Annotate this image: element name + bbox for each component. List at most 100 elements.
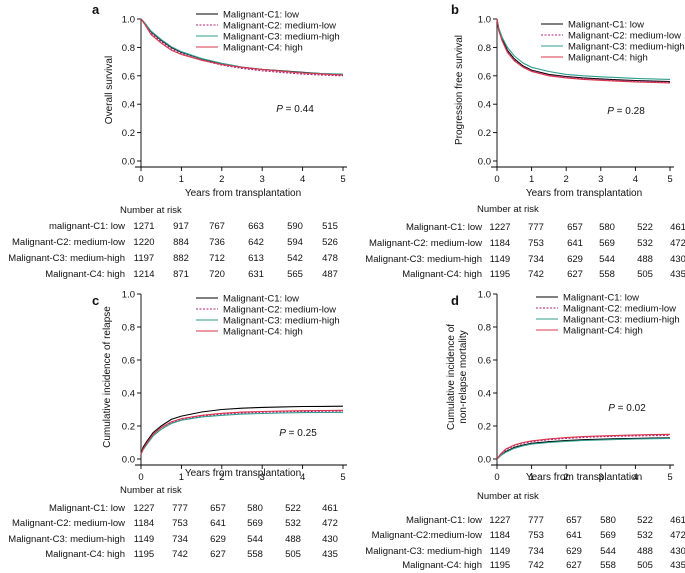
y-axis-title: non-relapse mortality [458, 330, 469, 423]
risk-row-label: Malignant-C4: high [402, 560, 482, 571]
risk-count: 569 [247, 518, 263, 529]
risk-count: 505 [637, 560, 653, 571]
risk-count: 1195 [134, 549, 154, 560]
series-line-3 [140, 411, 344, 455]
risk-table-title: Number at risk [120, 485, 182, 496]
risk-row-label: Malignant-C2: medium-low [12, 237, 125, 248]
risk-count: 532 [285, 518, 301, 529]
risk-count: 1227 [489, 515, 510, 526]
legend-label: Malignant-C4: high [563, 326, 643, 337]
risk-count: 777 [528, 222, 544, 233]
x-tick-label: 0 [138, 472, 143, 483]
risk-count: 734 [528, 254, 544, 265]
x-tick-label: 2 [219, 174, 224, 185]
y-tick-label: 1.0 [478, 15, 491, 26]
risk-row-label: Malignant-C3: medium-high [8, 253, 125, 264]
p-value-number: = 0.44 [283, 104, 314, 115]
y-tick-label: 0.0 [478, 157, 491, 168]
risk-count: 1195 [490, 560, 510, 571]
x-tick-label: 0 [494, 472, 499, 483]
x-tick-label: 1 [179, 472, 184, 483]
risk-count: 565 [287, 269, 303, 280]
risk-count: 742 [528, 560, 544, 571]
legend-label: Malignant-C3: medium-high [568, 42, 685, 53]
p-value: P = 0.44 [276, 104, 314, 115]
risk-count: 1227 [489, 222, 510, 233]
series-line-1 [496, 437, 671, 460]
y-tick-label: 1.0 [122, 290, 135, 301]
series-line-1 [140, 405, 344, 455]
panel-letter: b [451, 2, 459, 17]
risk-count: 753 [528, 530, 544, 541]
legend-label: Malignant-C4: high [223, 43, 303, 54]
risk-count: 472 [670, 530, 685, 541]
series-line-3 [496, 18, 671, 80]
y-tick-label: 0.6 [122, 356, 135, 367]
risk-count: 488 [637, 546, 653, 557]
legend-label: Malignant-C1: low [223, 294, 299, 305]
legend-label: Malignant-C4: high [223, 327, 303, 338]
risk-count: 522 [285, 503, 301, 514]
x-axis-title: Years from transplantation [185, 468, 301, 479]
legend-label: Malignant-C3: medium-high [223, 316, 340, 327]
risk-count: 1149 [490, 254, 510, 265]
risk-count: 641 [567, 238, 583, 249]
risk-count: 487 [322, 269, 338, 280]
risk-count: 641 [210, 518, 226, 529]
risk-count: 580 [247, 503, 263, 514]
risk-count: 544 [599, 254, 615, 265]
series-line-4 [140, 18, 344, 76]
legend-label: Malignant-C2: medium-low [223, 305, 336, 316]
legend-label: Malignant-C4: high [568, 53, 648, 64]
risk-row-label: Malignant-C2: medium-low [369, 238, 482, 249]
risk-count: 1184 [134, 518, 154, 529]
risk-count: 657 [210, 503, 226, 514]
y-tick-label: 0.6 [122, 71, 135, 82]
x-tick-label: 5 [340, 174, 345, 185]
x-tick-label: 0 [138, 174, 143, 185]
series-line-4 [496, 433, 671, 460]
risk-count: 580 [600, 515, 616, 526]
y-tick-label: 0.6 [478, 71, 491, 82]
risk-count: 544 [600, 546, 616, 557]
x-axis-title: Years from transplantation [526, 188, 642, 199]
y-tick-label: 0.4 [478, 389, 491, 400]
legend-label: Malignant-C2: medium-low [563, 304, 676, 315]
risk-count: 882 [173, 253, 189, 264]
risk-row-label: Malignant-C4: high [45, 549, 125, 560]
y-tick-label: 0.4 [122, 389, 135, 400]
risk-count: 558 [247, 549, 263, 560]
series-line-1 [496, 18, 671, 83]
risk-count: 629 [210, 534, 226, 545]
risk-count: 777 [528, 515, 544, 526]
risk-count: 505 [285, 549, 301, 560]
risk-count: 544 [247, 534, 263, 545]
x-tick-label: 4 [633, 174, 638, 185]
y-tick-label: 0.2 [478, 128, 491, 139]
p-value-symbol: P [608, 403, 615, 414]
p-value-number: = 0.28 [614, 106, 645, 117]
panel-a: a 0.0 0.2 0.4 0.6 0.8 1.0 0 1 2 3 4 5 Years from tran… [8, 2, 347, 280]
panel-c: c 0.0 0.2 0.4 0.6 0.8 1.0 0 1 2 3 4 5 Years from tran… [8, 290, 347, 560]
x-tick-label: 4 [633, 472, 638, 483]
risk-count: 522 [637, 222, 653, 233]
risk-count: 871 [173, 269, 189, 280]
risk-count: 515 [322, 221, 338, 232]
risk-count: 742 [172, 549, 188, 560]
x-axis-title: Years from transplantation [526, 472, 642, 483]
legend-label: Malignant-C2: medium-low [568, 31, 681, 42]
risk-table-title: Number at risk [477, 491, 539, 502]
legend-label: Malignant-C1: low [563, 293, 639, 304]
panel-letter: d [451, 293, 459, 308]
risk-count: 526 [322, 237, 338, 248]
y-axis-title: Cumulative incidence of [446, 324, 457, 430]
risk-count: 641 [566, 530, 582, 541]
risk-count: 532 [637, 530, 653, 541]
risk-count: 627 [567, 269, 583, 280]
x-tick-label: 2 [219, 472, 224, 483]
risk-count: 488 [285, 534, 301, 545]
risk-count: 1227 [133, 503, 154, 514]
y-tick-label: 0.0 [122, 455, 135, 466]
y-tick-label: 0.4 [478, 100, 491, 111]
